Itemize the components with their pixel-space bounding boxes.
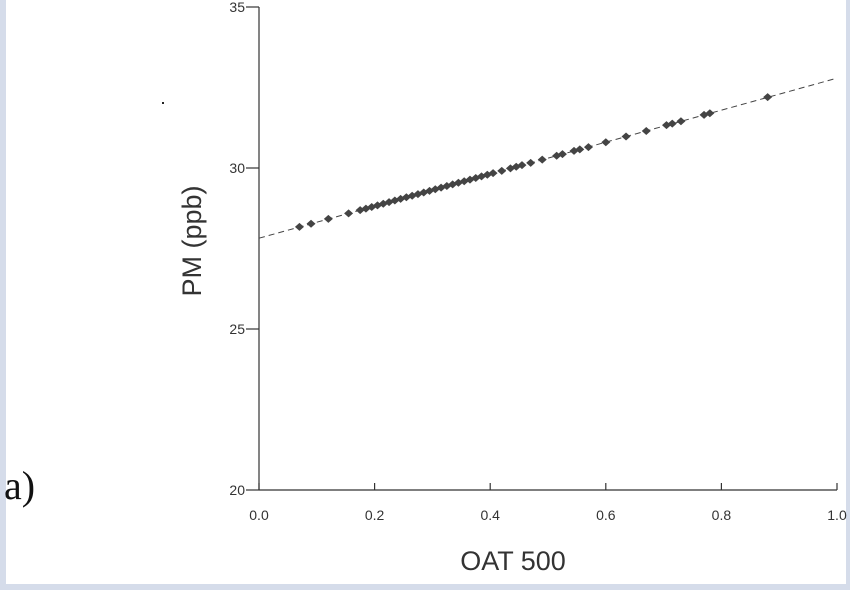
x-tick-label: 0.6 bbox=[596, 507, 616, 523]
x-tick-label: 0.4 bbox=[480, 507, 500, 523]
data-point bbox=[294, 222, 304, 231]
data-point bbox=[763, 93, 773, 102]
data-point bbox=[526, 158, 536, 167]
stray-dot bbox=[162, 102, 164, 104]
data-point bbox=[306, 219, 316, 228]
data-points bbox=[294, 93, 773, 231]
x-tick-label: 0.2 bbox=[365, 507, 385, 523]
x-axis-title: OAT 500 bbox=[460, 546, 566, 576]
y-tick-label: 35 bbox=[229, 0, 245, 15]
data-point bbox=[667, 119, 677, 128]
y-tick-label: 20 bbox=[229, 482, 245, 498]
data-point bbox=[344, 209, 354, 218]
right-edge-strip bbox=[846, 0, 850, 584]
data-point bbox=[705, 109, 715, 118]
data-point bbox=[575, 145, 585, 154]
data-point bbox=[537, 155, 547, 164]
x-tick-label: 0.0 bbox=[249, 507, 269, 523]
x-tick-label: 1.0 bbox=[827, 507, 847, 523]
data-point bbox=[517, 161, 527, 170]
left-edge-strip bbox=[0, 0, 6, 584]
y-tick-label: 25 bbox=[229, 321, 245, 337]
data-point bbox=[601, 138, 611, 147]
data-point bbox=[676, 117, 686, 126]
data-point bbox=[583, 143, 593, 152]
data-point bbox=[557, 150, 567, 159]
panel-label: a) bbox=[4, 463, 36, 508]
x-tick-label: 0.8 bbox=[712, 507, 732, 523]
data-point bbox=[488, 169, 498, 178]
y-axis-title: PM (ppb) bbox=[177, 185, 207, 296]
data-point bbox=[323, 214, 333, 223]
axes: 0.0 0.2 0.4 0.6 0.8 1.0 20 25 30 35 bbox=[229, 0, 847, 523]
data-point bbox=[497, 166, 507, 175]
data-point bbox=[621, 132, 631, 141]
bottom-edge-strip bbox=[0, 584, 850, 590]
data-point bbox=[641, 126, 651, 135]
y-tick-label: 30 bbox=[229, 160, 245, 176]
